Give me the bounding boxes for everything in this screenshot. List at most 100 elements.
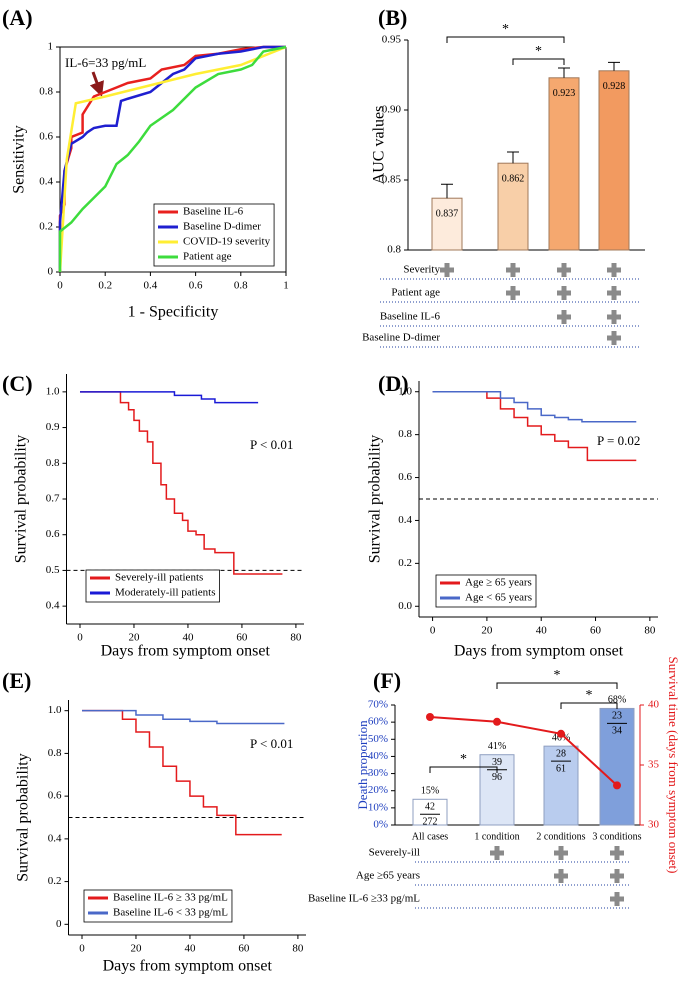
bar (599, 707, 635, 826)
y2-axis-label: Survival time (days from symptom onset) (666, 656, 681, 873)
significance-label: * (554, 668, 561, 683)
series-line (58, 45, 287, 272)
x-tick-label: 40 (184, 943, 196, 955)
y-tick-label: 0.8 (48, 747, 62, 759)
x-tick-label: 80 (292, 943, 304, 955)
y-tick-label: 0.8 (398, 428, 412, 440)
bar (543, 745, 579, 826)
plus-icon (614, 869, 620, 883)
series-line (79, 391, 259, 404)
plus-icon (614, 892, 620, 906)
bar (412, 798, 448, 826)
count-numerator: 42 (425, 802, 435, 813)
row-label: Baseline IL-6 (380, 311, 441, 323)
y-tick-label: 0.0 (398, 600, 412, 612)
y-axis-label: Death proportion (355, 720, 370, 810)
x-tick-label: 20 (130, 943, 142, 955)
x-tick-label: 1 condition (474, 831, 519, 842)
plus-icon (611, 263, 617, 277)
y-tick-label: 1.0 (46, 385, 60, 397)
y-axis-label: Survival probability (15, 753, 32, 881)
x-tick-label: 1 (283, 280, 289, 292)
bar (598, 70, 630, 251)
x-axis-label: 1 - Specificity (128, 304, 219, 321)
y-tick-label: 0.4 (39, 176, 53, 188)
value-label: 15% (421, 786, 439, 797)
legend-box (85, 569, 220, 603)
plus-icon (494, 846, 500, 860)
x-tick-label: 0.6 (189, 280, 203, 292)
annotation-arrow (89, 71, 104, 97)
value-label: 0.862 (502, 173, 525, 184)
row-label: Severely-ill (369, 847, 420, 859)
x-axis-label: Days from symptom onset (101, 643, 271, 660)
bar (479, 754, 515, 826)
x-tick-label: 60 (590, 625, 602, 637)
legend-label: Severely-ill patients (115, 572, 203, 584)
panel-title: (A) (2, 5, 33, 30)
plus-icon (561, 310, 567, 324)
count-denominator: 34 (612, 726, 622, 737)
x-tick-label: 80 (644, 625, 656, 637)
x-tick-label: 0 (79, 943, 85, 955)
annotation: IL-6=33 pg/mL (65, 55, 146, 70)
y-tick-label: 0.2 (48, 875, 62, 887)
row-label: Patient age (391, 287, 440, 299)
plus-icon (614, 846, 620, 860)
plus-icon (444, 263, 450, 277)
x-axis-label: Days from symptom onset (103, 958, 273, 975)
x-tick-label: 3 conditions (592, 831, 641, 842)
plus-icon (510, 286, 516, 300)
plus-icon (611, 331, 617, 345)
row-label: Baseline D-dimer (362, 332, 440, 344)
y-tick-label: 0.95 (382, 34, 402, 46)
x-axis-label: Days from symptom onset (454, 643, 624, 660)
value-label: 0.928 (603, 81, 626, 92)
y-tick-label: 1.0 (398, 385, 412, 397)
significance-bracket (446, 36, 565, 43)
y-tick-label: 0.6 (39, 131, 53, 143)
series-line (429, 716, 618, 787)
plus-icon (561, 286, 567, 300)
legend-label: Baseline D-dimer (183, 221, 261, 233)
legend-label: Baseline IL-6 ≥ 33 pg/mL (113, 892, 228, 904)
legend-label: Age < 65 years (465, 592, 532, 604)
legend-label: Age ≥ 65 years (465, 577, 532, 589)
bar (431, 197, 463, 251)
y-tick-label: 0.2 (39, 221, 53, 233)
significance-label: * (502, 22, 509, 37)
x-tick-label: 20 (481, 625, 493, 637)
x-tick-label: 20 (128, 632, 140, 644)
x-tick-label: 0.2 (98, 280, 112, 292)
x-tick-label: 0 (77, 632, 83, 644)
y-tick-label: 20% (368, 784, 388, 796)
panel-title: (E) (2, 668, 31, 693)
annotation: P < 0.01 (250, 736, 293, 751)
y-tick-label: 0.90 (382, 104, 402, 116)
annotation: P = 0.02 (597, 433, 640, 448)
significance-label: * (586, 688, 593, 703)
count-denominator: 61 (556, 763, 566, 774)
x-tick-label: 40 (182, 632, 194, 644)
panel-title: (C) (2, 371, 33, 396)
line-point (493, 717, 501, 726)
panel-title: (B) (378, 5, 407, 30)
legend-box (83, 889, 233, 923)
count-denominator: 272 (423, 817, 438, 828)
y-tick-label: 0.4 (46, 600, 60, 612)
x-tick-label: 0.8 (234, 280, 248, 292)
legend-label: Moderately-ill patients (115, 587, 216, 599)
count-numerator: 39 (492, 757, 502, 768)
y-tick-label: 0.6 (48, 790, 62, 802)
panel-title: (D) (378, 371, 409, 396)
y-tick-label: 0 (56, 918, 62, 930)
series-line (81, 709, 282, 836)
line-point (426, 713, 434, 721)
y-tick-label: 0.6 (398, 471, 412, 483)
value-label: 0.837 (436, 208, 459, 219)
row-label: Baseline IL-6 ≥33 pg/mL (308, 893, 420, 905)
row-label: Age ≥65 years (356, 870, 420, 882)
y-axis-label: Survival probability (13, 435, 30, 563)
y-tick-label: 0.8 (387, 244, 401, 256)
count-numerator: 28 (556, 748, 566, 759)
